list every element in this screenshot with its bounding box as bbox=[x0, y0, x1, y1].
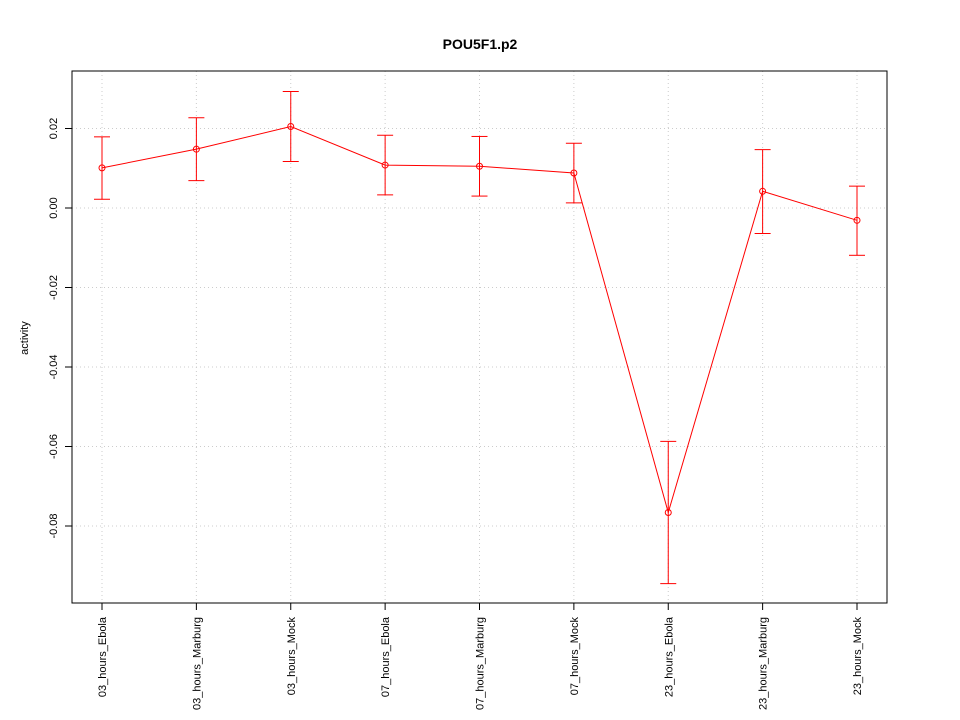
data-point bbox=[759, 187, 767, 195]
y-tick-label: -0.08 bbox=[48, 513, 60, 538]
x-axis: 03_hours_Ebola 03_hours_Marburg 03_hours_M… bbox=[97, 603, 864, 710]
data-point bbox=[192, 145, 200, 153]
data-point bbox=[287, 123, 295, 131]
y-tick-label: -0.02 bbox=[48, 275, 60, 300]
y-tick-label: -0.06 bbox=[48, 434, 60, 459]
y-tick-label: 0.02 bbox=[48, 118, 60, 139]
data-point bbox=[476, 162, 483, 170]
data-point bbox=[98, 164, 106, 172]
x-tick-label: 23_hours_Marburg bbox=[758, 617, 770, 710]
x-tick-label: 07_hours_Marburg bbox=[475, 617, 487, 710]
data-point bbox=[853, 216, 861, 224]
x-tick-label: 23_hours_Ebola bbox=[663, 616, 675, 697]
y-axis: 0.02 0.00 -0.02 -0.04 -0.06 -0.08 bbox=[48, 118, 72, 539]
x-tick-label: 03_hours_Mock bbox=[286, 617, 298, 696]
series bbox=[94, 91, 865, 585]
x-tick-label: 03_hours_Ebola bbox=[97, 616, 109, 697]
y-tick-label: 0.00 bbox=[48, 197, 60, 218]
data-point bbox=[570, 169, 578, 177]
data-point bbox=[381, 161, 389, 169]
chart-title: POU5F1.p2 bbox=[443, 36, 518, 52]
data-point bbox=[664, 508, 672, 516]
x-tick-label: 07_hours_Ebola bbox=[380, 616, 392, 697]
y-axis-label: activity bbox=[19, 321, 31, 355]
y-tick-label: -0.04 bbox=[48, 354, 60, 379]
x-tick-label: 03_hours_Marburg bbox=[191, 617, 203, 710]
x-tick-label: 23_hours_Mock bbox=[852, 617, 864, 696]
x-tick-label: 07_hours_Mock bbox=[569, 617, 581, 696]
